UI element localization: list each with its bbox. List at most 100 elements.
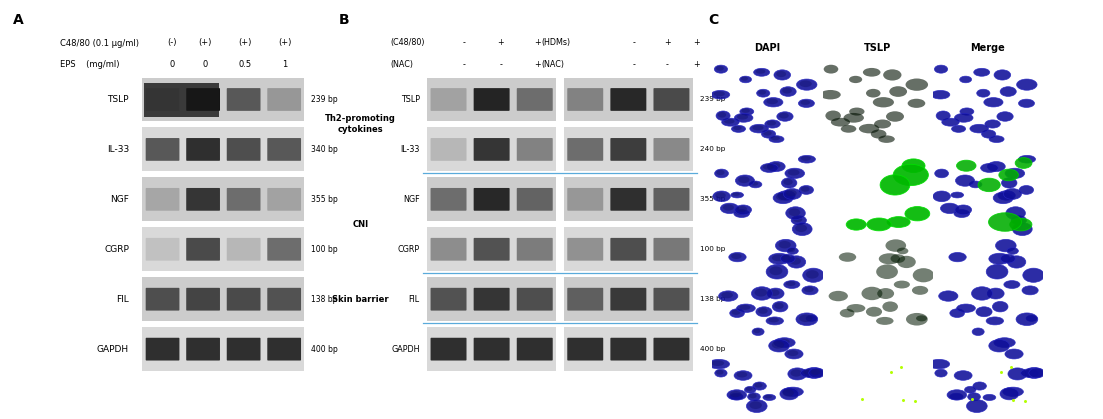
Ellipse shape: [795, 224, 807, 232]
Ellipse shape: [1026, 316, 1037, 321]
Ellipse shape: [731, 192, 743, 198]
FancyBboxPatch shape: [567, 88, 603, 111]
Ellipse shape: [972, 287, 993, 300]
Text: +: +: [664, 38, 671, 47]
Text: B: B: [339, 13, 349, 26]
Ellipse shape: [737, 114, 748, 119]
Ellipse shape: [960, 76, 972, 83]
Bar: [142, 277, 304, 321]
Ellipse shape: [839, 309, 855, 318]
Ellipse shape: [778, 191, 795, 200]
Bar: [427, 277, 556, 321]
FancyBboxPatch shape: [567, 238, 603, 261]
Ellipse shape: [788, 169, 800, 176]
Ellipse shape: [767, 98, 778, 104]
Ellipse shape: [970, 124, 988, 133]
Ellipse shape: [955, 175, 975, 186]
FancyBboxPatch shape: [610, 88, 646, 111]
Ellipse shape: [886, 111, 904, 122]
Text: (-): (-): [168, 38, 176, 47]
FancyBboxPatch shape: [146, 338, 180, 360]
Text: 240 bp: 240 bp: [700, 146, 726, 153]
Text: CNI: CNI: [352, 220, 368, 229]
Ellipse shape: [767, 317, 783, 325]
Ellipse shape: [1008, 368, 1027, 380]
FancyBboxPatch shape: [267, 338, 301, 360]
Ellipse shape: [802, 286, 818, 295]
Ellipse shape: [876, 317, 893, 325]
Ellipse shape: [772, 301, 788, 312]
Ellipse shape: [964, 386, 976, 393]
Ellipse shape: [1029, 368, 1045, 378]
Ellipse shape: [849, 76, 863, 83]
Ellipse shape: [771, 136, 780, 140]
Ellipse shape: [799, 155, 815, 163]
Ellipse shape: [785, 349, 803, 359]
Ellipse shape: [838, 252, 856, 262]
Ellipse shape: [933, 191, 951, 202]
Ellipse shape: [931, 91, 950, 99]
Ellipse shape: [792, 222, 812, 235]
FancyBboxPatch shape: [517, 138, 553, 161]
Text: CGRP: CGRP: [397, 245, 419, 254]
Ellipse shape: [783, 179, 793, 185]
Ellipse shape: [954, 371, 972, 380]
Text: FIL: FIL: [408, 295, 419, 304]
Ellipse shape: [715, 192, 726, 199]
Ellipse shape: [740, 76, 751, 83]
Ellipse shape: [942, 118, 960, 126]
Text: (NAC): (NAC): [390, 60, 413, 70]
Ellipse shape: [783, 189, 802, 199]
FancyBboxPatch shape: [653, 238, 689, 261]
FancyBboxPatch shape: [473, 88, 510, 111]
Ellipse shape: [954, 210, 970, 217]
FancyBboxPatch shape: [517, 188, 553, 211]
Ellipse shape: [770, 266, 782, 275]
Ellipse shape: [782, 389, 794, 396]
Ellipse shape: [753, 68, 770, 76]
Text: C48/80 (0.1 μg/ml): C48/80 (0.1 μg/ml): [60, 39, 139, 49]
Text: 239 bp: 239 bp: [700, 96, 726, 103]
Ellipse shape: [950, 309, 964, 318]
FancyBboxPatch shape: [227, 238, 260, 261]
Ellipse shape: [781, 254, 795, 263]
Ellipse shape: [786, 248, 799, 254]
Text: -: -: [666, 60, 668, 70]
Ellipse shape: [772, 341, 784, 349]
Ellipse shape: [791, 370, 802, 377]
Ellipse shape: [847, 304, 866, 313]
Ellipse shape: [777, 339, 790, 345]
Ellipse shape: [741, 77, 748, 80]
Ellipse shape: [996, 239, 1016, 252]
Ellipse shape: [741, 109, 750, 113]
Ellipse shape: [801, 369, 818, 378]
Text: IL-33: IL-33: [400, 145, 419, 154]
Ellipse shape: [884, 69, 901, 80]
Ellipse shape: [987, 161, 1005, 171]
Bar: [564, 277, 693, 321]
Ellipse shape: [890, 254, 906, 263]
FancyBboxPatch shape: [146, 138, 180, 161]
Ellipse shape: [716, 370, 724, 375]
Bar: [564, 228, 693, 271]
Ellipse shape: [880, 175, 910, 195]
FancyBboxPatch shape: [473, 188, 510, 211]
Ellipse shape: [982, 130, 996, 138]
Ellipse shape: [720, 203, 739, 214]
FancyBboxPatch shape: [473, 238, 510, 261]
Ellipse shape: [758, 90, 767, 95]
Ellipse shape: [774, 70, 791, 80]
Text: 400 bp: 400 bp: [311, 345, 338, 354]
Ellipse shape: [788, 368, 807, 380]
FancyBboxPatch shape: [517, 288, 553, 310]
Text: IL-33: IL-33: [107, 145, 129, 154]
FancyBboxPatch shape: [227, 88, 260, 111]
Ellipse shape: [906, 78, 928, 91]
FancyBboxPatch shape: [430, 138, 467, 161]
Ellipse shape: [756, 69, 765, 74]
Bar: [142, 228, 304, 271]
Ellipse shape: [887, 217, 910, 228]
FancyBboxPatch shape: [473, 138, 510, 161]
Text: 1: 1: [282, 59, 287, 69]
Ellipse shape: [736, 175, 754, 186]
